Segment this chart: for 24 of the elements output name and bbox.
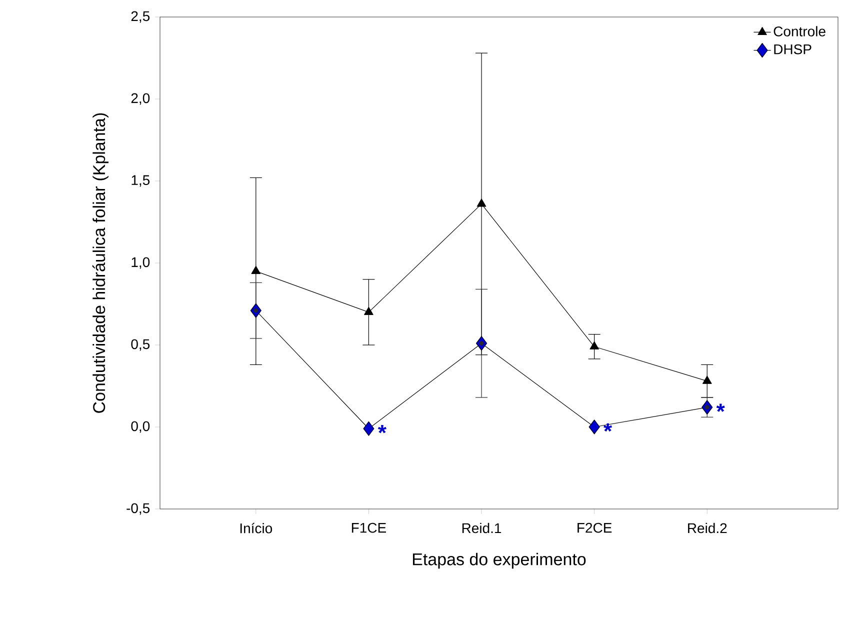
annotation: * xyxy=(604,423,612,432)
y-tick-label: 2,5 xyxy=(131,11,150,23)
x-tick-label: Reid.1 xyxy=(462,522,502,534)
y-tick-label: 0,0 xyxy=(131,421,150,433)
y-tick-label: -0,5 xyxy=(126,503,150,515)
point xyxy=(588,420,600,434)
legend-label: Controle xyxy=(774,26,826,36)
point xyxy=(476,336,488,351)
x-axis-title: Etapas do experimento xyxy=(412,552,586,569)
x-tick-label: F2CE xyxy=(578,522,612,533)
annotation: * xyxy=(716,404,725,412)
y-tick-label: 1,5 xyxy=(132,175,150,187)
annotation: * xyxy=(378,425,386,434)
point xyxy=(363,421,374,436)
point xyxy=(250,303,262,318)
x-tick-label: Reid.2 xyxy=(688,522,727,534)
point xyxy=(702,400,713,415)
y-tick-label: 1,0 xyxy=(132,257,150,269)
x-tick-label: Início xyxy=(240,522,272,534)
y-tick-label: 0,5 xyxy=(131,339,150,351)
legend-label: DHSP xyxy=(774,44,812,54)
y-axis-title: Condutividade hidráulica foliar (Kplanta) xyxy=(92,113,108,413)
x-tick-label: F1CE xyxy=(352,522,386,533)
y-tick-label: 2,0 xyxy=(131,93,150,105)
